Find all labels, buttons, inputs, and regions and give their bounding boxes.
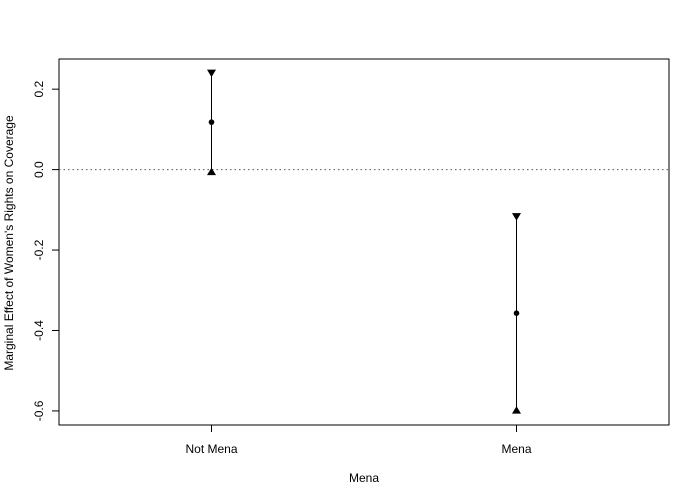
y-tick-label: 0.0 — [32, 161, 46, 178]
x-tick-label: Not Mena — [185, 442, 237, 456]
y-axis-label: Marginal Effect of Women's Rights on Cov… — [2, 115, 16, 371]
plot-box — [58, 58, 670, 426]
y-tick-label: -0.2 — [32, 239, 46, 260]
x-axis: Not Mena Mena — [185, 425, 532, 456]
lower-bound-marker — [512, 406, 521, 414]
lower-bound-marker — [207, 167, 216, 176]
data-marks — [207, 69, 521, 414]
y-tick-label: -0.4 — [32, 320, 46, 341]
upper-bound-marker — [207, 69, 216, 78]
y-axis: -0.6 -0.4 -0.2 0.0 0.2 — [32, 81, 59, 421]
upper-bound-marker — [512, 213, 521, 221]
y-tick-label: -0.6 — [32, 400, 46, 421]
y-tick-label: 0.2 — [32, 81, 46, 98]
x-tick-label: Mena — [501, 442, 531, 456]
x-axis-label: Mena — [349, 471, 379, 485]
point-estimate — [513, 310, 520, 316]
point-estimate — [208, 119, 215, 125]
